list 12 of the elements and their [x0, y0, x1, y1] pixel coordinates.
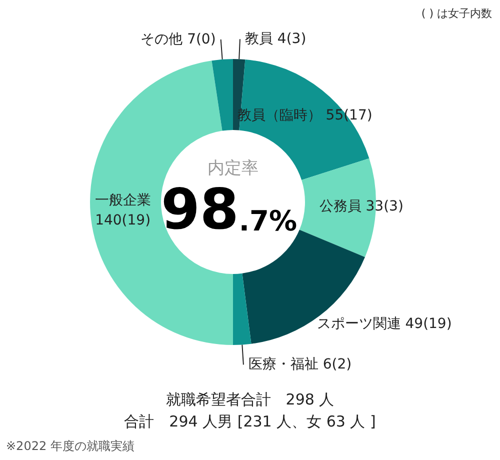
text: ( ) は女子内数	[421, 7, 492, 20]
text: ※2022 年度の就職実績	[6, 439, 134, 453]
slice-label: スポーツ関連 49(19)	[316, 316, 452, 332]
text: 就職希望者合計 298 人	[166, 390, 334, 408]
text: 内定率	[208, 158, 258, 178]
data-label: 140(19)	[95, 212, 151, 228]
slice-label: 医療・福祉 6(2)	[248, 356, 352, 373]
slice-label: 一般企業	[94, 192, 151, 208]
text: 98.7%	[160, 178, 298, 242]
slice-label: その他 7(0)	[140, 31, 216, 48]
slice-label: 教員 4(3)	[244, 31, 306, 48]
text: 合計 294 人男 [231 人、女 63 人 ]	[124, 412, 376, 430]
